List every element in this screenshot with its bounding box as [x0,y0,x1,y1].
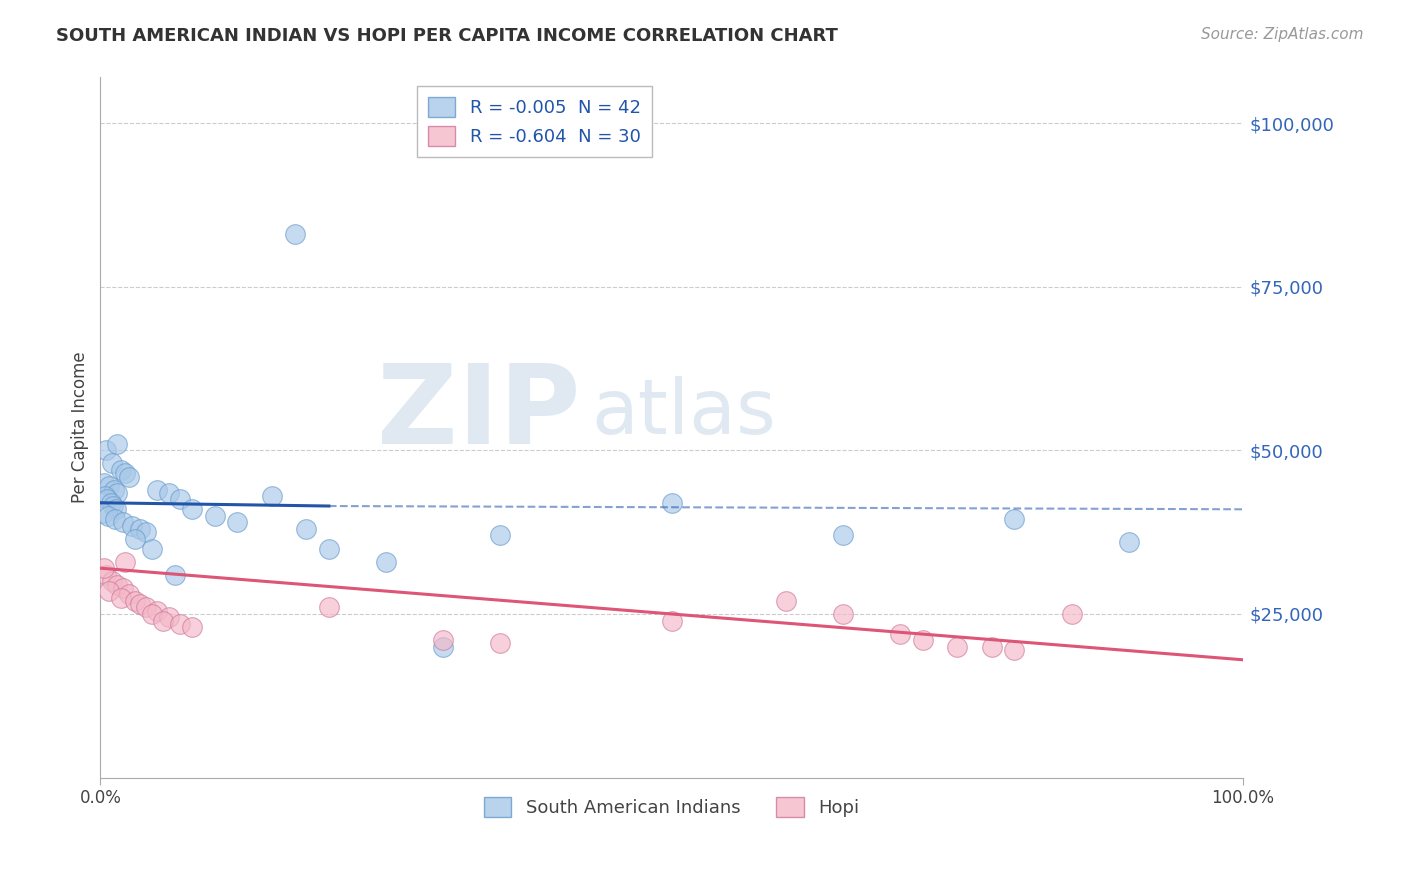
Point [101,499,124,513]
Point [946,640,969,654]
Text: SOUTH AMERICAN INDIAN VS HOPI PER CAPITA INCOME CORRELATION CHART: SOUTH AMERICAN INDIAN VS HOPI PER CAPITA… [56,27,838,45]
Point [141,541,163,556]
Point [121,518,143,533]
Point [489,528,512,542]
Point [432,633,454,648]
Point [318,541,340,556]
Point [146,604,169,618]
Point [489,636,512,650]
Point [98,479,121,493]
Point [135,525,157,540]
Point [157,610,180,624]
Point [129,522,152,536]
Text: ZIP: ZIP [377,360,581,467]
Point [1060,607,1083,621]
Point [103,483,125,497]
Point [101,574,124,589]
Point [1002,512,1025,526]
Point [107,486,129,500]
Point [1002,643,1025,657]
Point [114,467,136,481]
Point [135,600,157,615]
Point [295,522,318,536]
Point [101,457,124,471]
Point [204,508,226,523]
Point [226,516,249,530]
Point [157,486,180,500]
Point [832,607,855,621]
Point [94,443,117,458]
Point [112,581,135,595]
Point [93,476,115,491]
Point [1118,535,1140,549]
Point [112,516,135,530]
Point [98,584,121,599]
Point [110,591,132,605]
Point [180,502,202,516]
Point [93,561,115,575]
Point [118,469,141,483]
Point [124,532,146,546]
Point [284,227,307,242]
Point [114,555,136,569]
Point [107,577,129,591]
Point [889,626,911,640]
Point [94,489,117,503]
Point [832,528,855,542]
Point [318,600,340,615]
Point [118,587,141,601]
Point [163,567,186,582]
Point [775,594,797,608]
Point [124,594,146,608]
Point [169,616,191,631]
Point [661,496,683,510]
Point [375,555,398,569]
Legend: South American Indians, Hopi: South American Indians, Hopi [477,790,866,824]
Text: Source: ZipAtlas.com: Source: ZipAtlas.com [1201,27,1364,42]
Point [100,496,122,510]
Point [96,492,118,507]
Point [980,640,1002,654]
Point [141,607,163,621]
Point [432,640,454,654]
Point [169,492,191,507]
Y-axis label: Per Capita Income: Per Capita Income [72,351,89,503]
Point [180,620,202,634]
Point [91,506,114,520]
Point [129,597,152,611]
Point [105,502,128,516]
Point [110,463,132,477]
Text: atlas: atlas [592,376,776,450]
Point [107,437,129,451]
Point [260,489,283,503]
Point [146,483,169,497]
Point [97,508,120,523]
Point [911,633,934,648]
Point [661,614,683,628]
Point [104,512,127,526]
Point [152,614,174,628]
Point [94,567,117,582]
